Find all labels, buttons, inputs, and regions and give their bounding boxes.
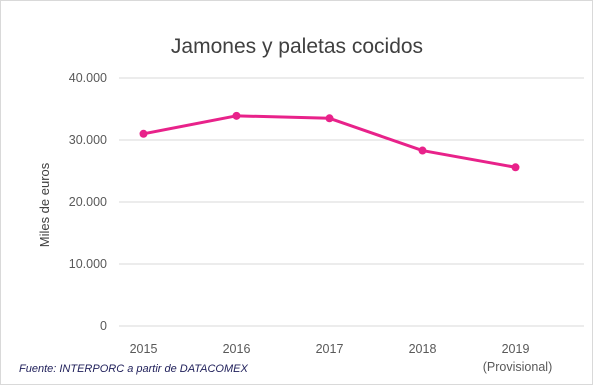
y-tick-label: 20.000 <box>69 195 107 209</box>
x-tick-label: 2018 <box>409 342 437 356</box>
y-tick-label: 10.000 <box>69 257 107 271</box>
data-point <box>232 111 241 120</box>
y-tick-label: 40.000 <box>69 71 107 85</box>
chart-title: Jamones y paletas cocidos <box>171 35 423 58</box>
series-line <box>143 114 516 169</box>
data-point <box>418 146 427 155</box>
y-axis-label: Miles de euros <box>37 162 52 247</box>
y-tick-label: 0 <box>100 319 107 333</box>
data-point <box>325 114 334 123</box>
x-tick-label: 2016 <box>223 342 251 356</box>
source-note: Fuente: INTERPORC a partir de DATACOMEX <box>19 363 248 375</box>
x-tick-label: 2015 <box>130 342 158 356</box>
x-tick-note: (Provisional) <box>483 360 552 374</box>
y-tick-label: 30.000 <box>69 133 107 147</box>
x-tick-label: 2017 <box>316 342 344 356</box>
data-point <box>511 163 520 172</box>
data-point <box>139 129 148 138</box>
x-tick-label: 2019 <box>502 342 530 356</box>
